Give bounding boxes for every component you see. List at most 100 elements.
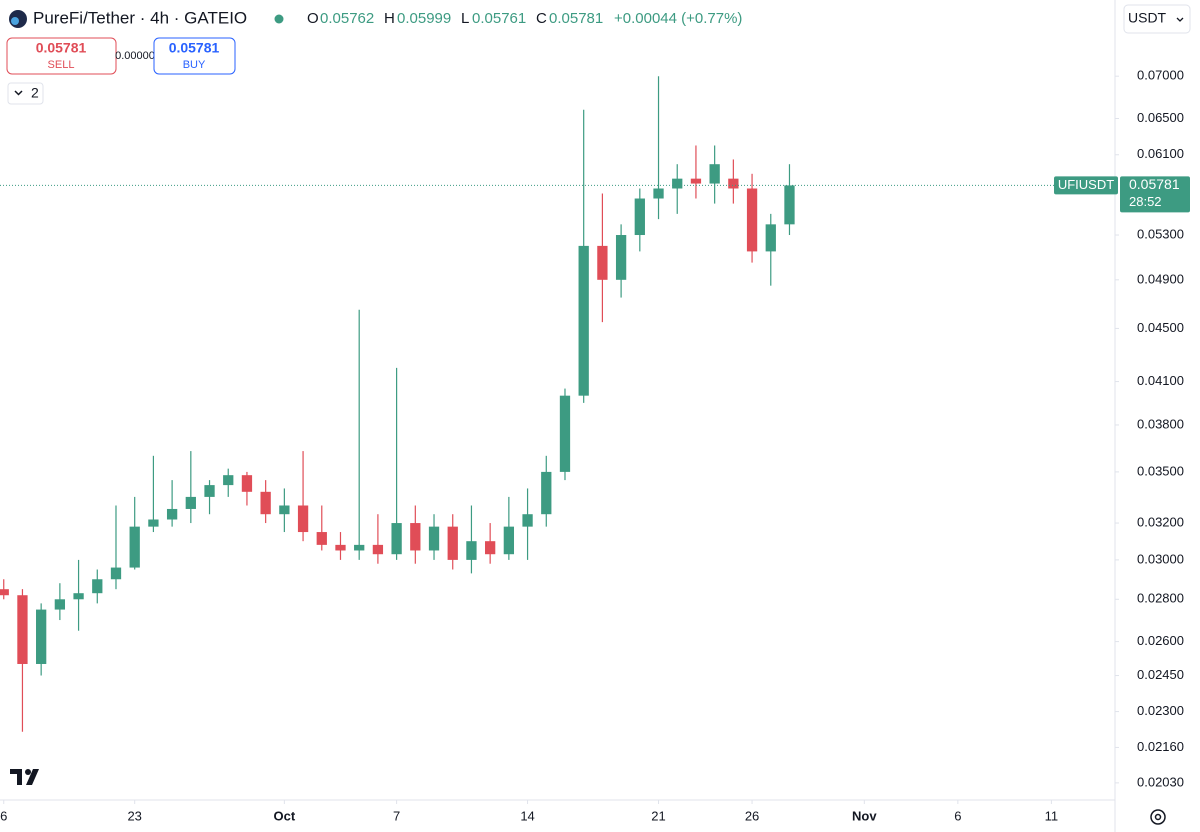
candle-body [615, 235, 627, 280]
candle-body [335, 544, 346, 551]
y-tick-label: 0.02600 [1137, 633, 1184, 648]
logo-shape [26, 769, 39, 785]
indicator-toggle[interactable]: 2 [7, 82, 44, 105]
buy-label[interactable]: BUY [183, 59, 206, 71]
y-tick-label: 0.06500 [1137, 110, 1184, 125]
candle-body [148, 519, 159, 527]
toggle-box[interactable] [7, 82, 44, 105]
y-tick-label: 0.02300 [1137, 703, 1184, 718]
symbol-title: PureFi/Tether · 4h · GATEIO [33, 8, 247, 27]
candle-body [578, 245, 589, 396]
y-tick-label: 0.03000 [1137, 551, 1184, 566]
currency[interactable]: USDT [1128, 10, 1167, 26]
candle-body [428, 526, 440, 551]
sell-button[interactable]: 0.05781 SELL [6, 37, 117, 75]
settings[interactable] [1150, 809, 1166, 825]
candle-body [728, 178, 739, 189]
gear[interactable] [1154, 813, 1162, 821]
candle-body [503, 526, 515, 555]
y-tick-label: 0.02160 [1137, 739, 1184, 754]
buy-box[interactable] [153, 37, 236, 75]
candle-body [223, 475, 234, 486]
ohlc-value: 0.05761 [472, 10, 526, 27]
y-tick-label: 0.03200 [1137, 514, 1184, 529]
logo-shape [25, 769, 31, 775]
candle-body [241, 475, 253, 492]
candle-body [372, 544, 384, 555]
candle-body [765, 224, 776, 252]
candle-body [672, 178, 683, 189]
candle-body [690, 178, 702, 184]
ohlc-value: 0.05762 [320, 10, 374, 27]
candle-body [522, 514, 533, 527]
buy-button[interactable]: 0.05781 BUY [153, 37, 236, 75]
buy-price[interactable]: 0.05781 [169, 40, 220, 56]
x-tick-label: 11 [1045, 808, 1059, 823]
status-dot [274, 14, 284, 24]
price-tag [1120, 176, 1190, 213]
y-tick-label: 0.02450 [1137, 667, 1184, 682]
x-tick-label: 6 [0, 808, 7, 823]
y-tick-label: 0.06100 [1137, 146, 1184, 161]
y-tick-label: 0.02030 [1137, 774, 1184, 789]
x-tick-label: Nov [852, 808, 877, 823]
candle-body [410, 523, 421, 551]
x-tick-label: 23 [127, 808, 141, 823]
candle-body [541, 471, 552, 515]
candle-body [54, 599, 66, 610]
sell-label[interactable]: SELL [48, 59, 75, 71]
chevron[interactable] [1176, 17, 1184, 22]
select-box[interactable] [1123, 4, 1191, 34]
y-tick-label: 0.07000 [1137, 68, 1184, 83]
candle-body [297, 505, 309, 533]
ohlc-label: L [461, 10, 469, 27]
x-tick-label: 14 [520, 808, 534, 823]
candle-body [746, 188, 758, 252]
y-tick-label: 0.05300 [1137, 226, 1184, 241]
x-tick-label: 26 [745, 808, 759, 823]
candle-body [0, 589, 9, 596]
candle-body [36, 609, 47, 664]
candle-body [129, 526, 140, 568]
ohlc-label: H [384, 10, 395, 27]
y-tick-label: 0.03500 [1137, 463, 1184, 478]
x-tick-label: 6 [954, 808, 961, 823]
sell-box[interactable] [6, 37, 117, 75]
ohlc-label: C [536, 10, 547, 27]
symbol-tag-text: UFIUSDT [1058, 177, 1114, 192]
x-tick-label: 21 [651, 808, 665, 823]
candle-body [653, 188, 664, 199]
ohlc-value: 0.05781 [549, 10, 603, 27]
candle-body [92, 579, 103, 594]
y-tick-label: 0.03800 [1137, 416, 1184, 431]
countdown: 28:52 [1129, 194, 1162, 209]
candle-body [17, 595, 28, 664]
indicator-count[interactable]: 2 [31, 85, 39, 101]
candle-body [709, 164, 720, 184]
sell-price[interactable]: 0.05781 [36, 40, 87, 56]
candle-body [634, 198, 645, 236]
candle-body [485, 541, 496, 555]
candle-body [166, 508, 178, 520]
chevron[interactable] [14, 90, 23, 96]
y-tick-label: 0.04500 [1137, 320, 1184, 335]
tv-logo [10, 769, 39, 785]
gear[interactable] [1150, 809, 1166, 825]
candle-body [110, 567, 122, 580]
y-tick-label: 0.04100 [1137, 373, 1184, 388]
y-tick-label: 0.02800 [1137, 591, 1184, 606]
logo [11, 17, 19, 25]
candle-body [447, 526, 458, 560]
candle-body [784, 185, 795, 225]
legend: PureFi/Tether · 4h · GATEIO O 0.05762 H … [9, 8, 742, 28]
y-tick-label: 0.04900 [1137, 271, 1184, 286]
candle-body [185, 496, 196, 509]
spread: 0.00000 [115, 50, 155, 62]
ohlc-label: O [307, 10, 319, 27]
plot [0, 76, 795, 732]
candle-body [73, 593, 84, 600]
symbol-tag [1054, 176, 1118, 195]
logo-shape [10, 769, 22, 785]
currency-select[interactable]: USDT [1123, 4, 1191, 34]
